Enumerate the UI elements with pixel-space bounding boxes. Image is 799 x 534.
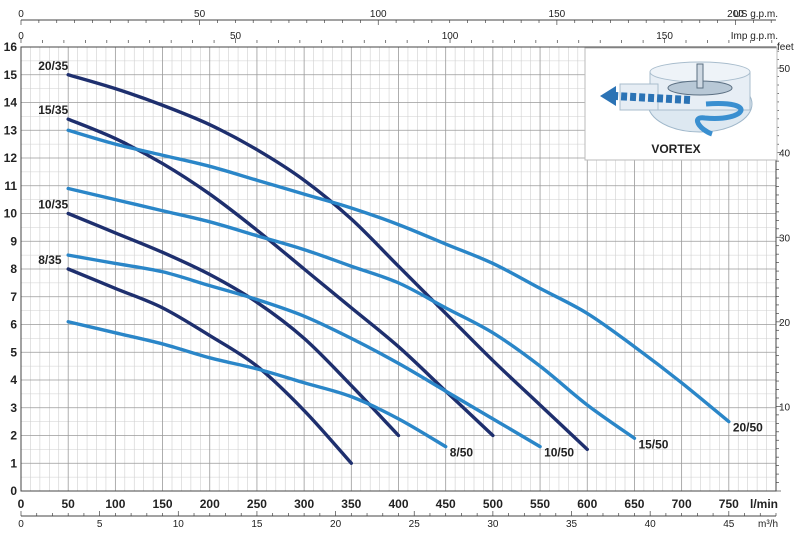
flow-tick-label: 450 xyxy=(436,497,456,511)
us-gpm-tick-label: 50 xyxy=(194,9,206,20)
series-line-20-35 xyxy=(66,73,589,452)
series-label-15-35: 15/35 xyxy=(38,103,68,117)
us-gpm-tick-label: 200 xyxy=(727,9,744,20)
flow-tick-label: 300 xyxy=(294,497,314,511)
flow-axis-label: l/min xyxy=(750,497,778,511)
right-feet-axis: 10 20 30 40 50 feet xyxy=(776,42,794,492)
flow-tick-label: 150 xyxy=(153,497,173,511)
us-gpm-tick-label: 0 xyxy=(18,9,24,20)
head-tick-label: 9 xyxy=(10,234,17,248)
flow-tick-label: 200 xyxy=(200,497,220,511)
head-tick-label: 6 xyxy=(10,318,17,332)
series-line-8-50 xyxy=(66,320,448,449)
m3h-tick-label: 5 xyxy=(97,519,103,530)
imp-gpm-tick-label: 150 xyxy=(656,31,673,42)
series-labels: 20/35 15/35 10/35 8/35 20/50 15/50 10/50 8/50 xyxy=(38,59,763,460)
feet-axis-label: feet xyxy=(777,42,794,53)
flow-tick-label: 350 xyxy=(341,497,361,511)
head-tick-label: 12 xyxy=(4,151,18,165)
vortex-inset: VORTEX xyxy=(584,47,778,161)
m3h-tick-label: 15 xyxy=(251,519,263,530)
head-tick-label: 7 xyxy=(10,290,17,304)
head-tick-label: 3 xyxy=(10,401,17,415)
imp-gpm-axis-label: Imp g.p.m. xyxy=(731,31,778,42)
vortex-impeller-icon xyxy=(600,61,753,137)
plot-frame xyxy=(20,46,777,492)
flow-tick-label: 400 xyxy=(388,497,408,511)
series-line-10-50 xyxy=(66,253,542,449)
us-gpm-axis-label: US g.p.m. xyxy=(734,9,778,20)
flow-tick-label: 600 xyxy=(577,497,597,511)
head-tick-label: 10 xyxy=(4,207,18,221)
head-tick-label: 15 xyxy=(4,68,18,82)
head-tick-label: 14 xyxy=(4,96,18,110)
head-tick-label: 5 xyxy=(10,345,17,359)
head-tick-label: 8 xyxy=(10,262,17,276)
series-label-8-35: 8/35 xyxy=(38,253,62,267)
bottom-axes: 0 50 100 150 200 250 300 350 400 450 500 550 600 650 7… xyxy=(18,497,778,530)
series-label-20-35: 20/35 xyxy=(38,59,68,73)
feet-tick-label: 30 xyxy=(779,233,791,244)
m3h-tick-label: 25 xyxy=(409,519,421,530)
flow-tick-label: 700 xyxy=(672,497,692,511)
feet-tick-label: 20 xyxy=(779,318,791,329)
series-line-20-50 xyxy=(66,128,731,424)
head-tick-label: 4 xyxy=(10,373,17,387)
series-line-15-50 xyxy=(66,186,637,440)
series-line-8-35 xyxy=(66,267,354,465)
flow-tick-label: 500 xyxy=(483,497,503,511)
m3h-tick-label: 35 xyxy=(566,519,578,530)
series-label-20-50: 20/50 xyxy=(733,421,763,435)
m3h-tick-label: 30 xyxy=(487,519,499,530)
series-layer xyxy=(66,73,731,465)
imp-gpm-tick-label: 100 xyxy=(442,31,459,42)
series-label-15-50: 15/50 xyxy=(638,437,668,451)
head-tick-label: 0 xyxy=(10,484,17,498)
series-label-10-35: 10/35 xyxy=(38,198,68,212)
series-label-8-50: 8/50 xyxy=(450,446,474,460)
flow-tick-label: 750 xyxy=(719,497,739,511)
head-tick-label: 11 xyxy=(4,179,17,193)
m3h-tick-label: 0 xyxy=(18,519,24,530)
feet-tick-label: 40 xyxy=(779,149,791,160)
flow-tick-label: 550 xyxy=(530,497,550,511)
head-tick-label: 13 xyxy=(4,123,18,137)
series-line-10-35 xyxy=(66,211,401,438)
head-tick-label: 2 xyxy=(10,429,17,443)
head-tick-label: 16 xyxy=(4,40,18,54)
imp-gpm-tick-label: 50 xyxy=(230,31,242,42)
m3h-tick-label: 40 xyxy=(645,519,657,530)
m3h-tick-label: 10 xyxy=(173,519,185,530)
m3h-tick-label: 20 xyxy=(330,519,342,530)
feet-tick-label: 10 xyxy=(779,402,791,413)
flow-tick-label: 650 xyxy=(624,497,644,511)
flow-tick-label: 0 xyxy=(18,497,25,511)
us-gpm-tick-label: 100 xyxy=(370,9,387,20)
series-label-10-50: 10/50 xyxy=(544,446,574,460)
m3h-axis-label: m³/h xyxy=(758,519,778,530)
major-grid xyxy=(21,47,776,491)
flow-tick-label: 250 xyxy=(247,497,267,511)
flow-tick-label: 100 xyxy=(105,497,125,511)
head-tick-label: 1 xyxy=(10,456,17,470)
flow-tick-label: 50 xyxy=(62,497,76,511)
imp-gpm-tick-label: 0 xyxy=(18,31,24,42)
m3h-tick-label: 45 xyxy=(723,519,735,530)
inset-caption: VORTEX xyxy=(651,142,700,156)
us-gpm-tick-label: 150 xyxy=(549,9,566,20)
feet-tick-label: 50 xyxy=(779,64,791,75)
